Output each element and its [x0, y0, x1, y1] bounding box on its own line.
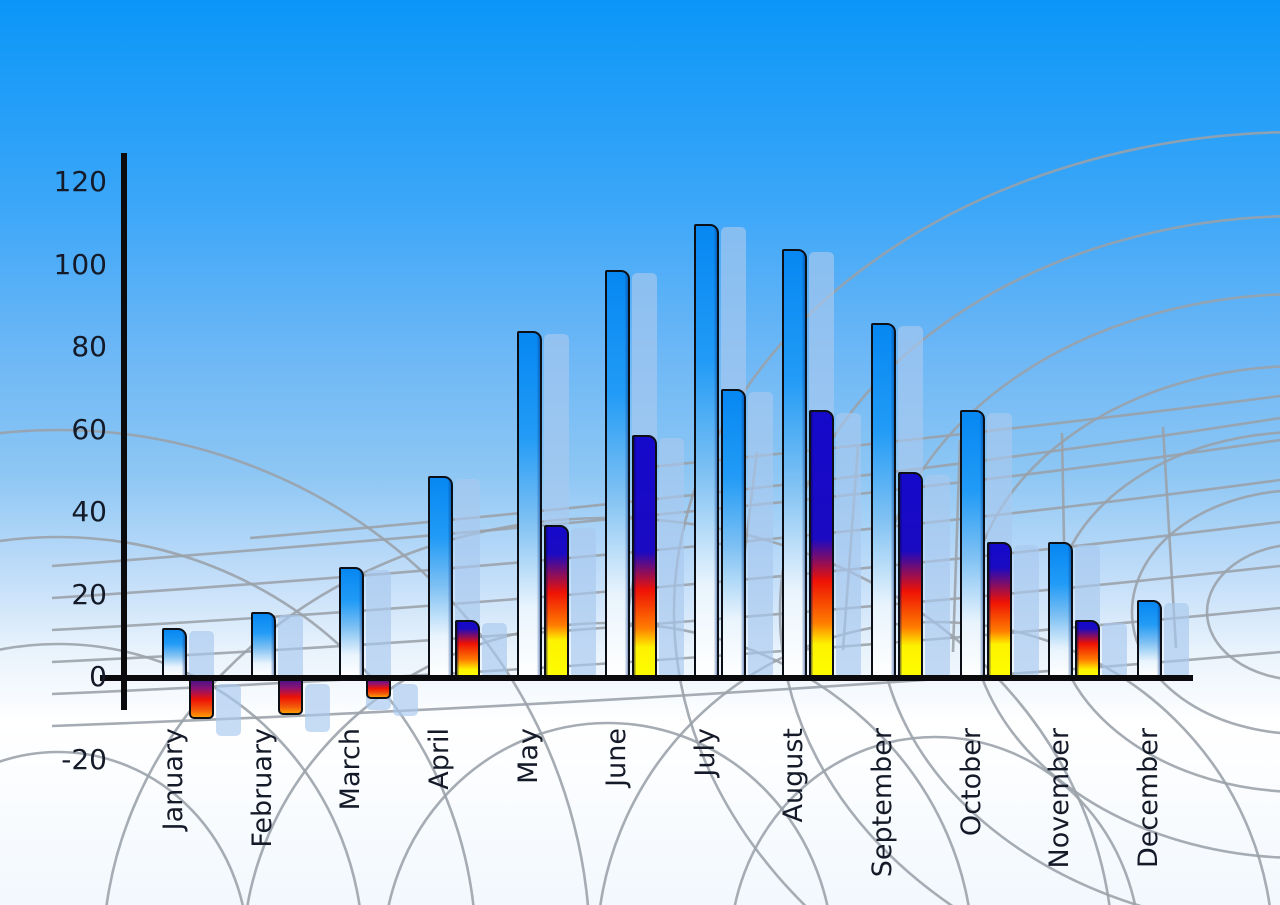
month-label-august: August — [778, 728, 809, 823]
shadow-december-primary — [1164, 603, 1189, 678]
month-label-march: March — [335, 728, 366, 811]
shadow-october-secondary — [1014, 545, 1039, 678]
bar-june-secondary — [632, 435, 657, 678]
y-tick-40: 40 — [71, 495, 107, 529]
shadow-august-secondary — [836, 413, 861, 678]
month-label-september: September — [867, 728, 898, 878]
bar-june-primary — [605, 270, 630, 678]
shadow-february-secondary — [305, 684, 330, 732]
y-tick-100: 100 — [53, 247, 107, 281]
bar-march-secondary — [366, 678, 391, 699]
bar-april-primary — [428, 476, 453, 678]
month-label-november: November — [1044, 728, 1075, 869]
bar-october-secondary — [987, 542, 1012, 678]
shadow-april-secondary — [482, 623, 507, 678]
bar-february-secondary — [278, 678, 303, 715]
bar-february-primary — [251, 612, 276, 678]
y-tick-120: 120 — [53, 165, 107, 199]
month-label-december: December — [1133, 728, 1164, 869]
bar-may-secondary — [544, 525, 569, 678]
y-tick-80: 80 — [71, 330, 107, 364]
y-tick-20: 20 — [71, 577, 107, 611]
x-axis — [100, 675, 1193, 681]
bar-august-secondary — [809, 410, 834, 678]
bar-november-secondary — [1075, 620, 1100, 678]
shadow-september-secondary — [925, 475, 950, 678]
bar-january-primary — [162, 628, 187, 678]
y-tick--20: -20 — [61, 742, 107, 776]
bar-july-primary — [694, 224, 719, 678]
month-label-may: May — [513, 728, 544, 784]
bar-august-primary — [782, 249, 807, 678]
shadow-june-secondary — [659, 438, 684, 678]
month-label-october: October — [956, 728, 987, 837]
shadow-july-secondary — [748, 392, 773, 678]
month-label-june: June — [601, 728, 632, 787]
shadow-may-secondary — [571, 528, 596, 678]
shadow-march-secondary — [393, 684, 418, 716]
month-label-january: January — [158, 728, 189, 831]
bar-october-primary — [960, 410, 985, 678]
y-tick-0: 0 — [89, 660, 107, 694]
bar-september-secondary — [898, 472, 923, 678]
y-tick-60: 60 — [71, 412, 107, 446]
y-axis — [121, 153, 127, 710]
bar-september-primary — [871, 323, 896, 678]
shadow-november-secondary — [1102, 623, 1127, 678]
month-label-july: July — [690, 728, 721, 777]
bar-january-secondary — [189, 678, 214, 719]
bar-march-primary — [339, 567, 364, 678]
bar-november-primary — [1048, 542, 1073, 678]
shadow-january-secondary — [216, 684, 241, 736]
bar-april-secondary — [455, 620, 480, 678]
bar-december-primary — [1137, 600, 1162, 678]
bar-july-secondary — [721, 389, 746, 678]
month-label-april: April — [424, 728, 455, 790]
month-label-february: February — [247, 728, 278, 848]
bar-may-primary — [517, 331, 542, 678]
